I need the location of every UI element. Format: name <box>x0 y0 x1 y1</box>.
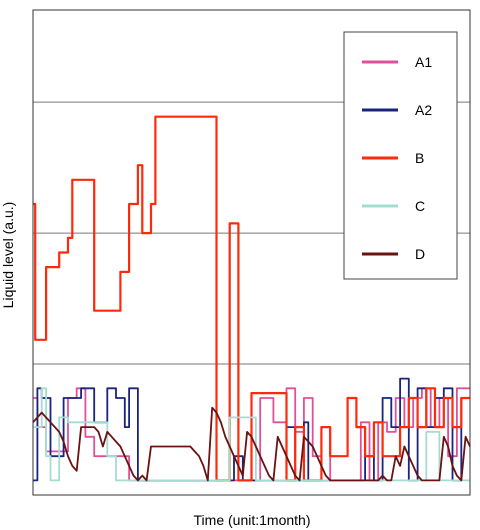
series-line-b <box>33 115 470 482</box>
x-axis-label: Time (unit:1month) <box>194 512 311 528</box>
series-line-c <box>33 387 470 482</box>
plot-frame <box>32 9 471 496</box>
series-line-a1 <box>33 387 470 482</box>
y-axis-label: Liquid level (a.u.) <box>0 202 16 309</box>
legend-label-a2: A2 <box>415 102 432 118</box>
series-line-a2 <box>33 377 470 482</box>
legend-label-a1: A1 <box>415 54 432 70</box>
legend-label-d: D <box>415 246 425 262</box>
legend-box <box>343 31 458 280</box>
legend: A1 A2 B C D <box>343 31 458 280</box>
legend-label-b: B <box>415 150 424 166</box>
legend-label-c: C <box>415 198 425 214</box>
series-line-d <box>32 406 471 482</box>
series-group <box>32 115 471 482</box>
